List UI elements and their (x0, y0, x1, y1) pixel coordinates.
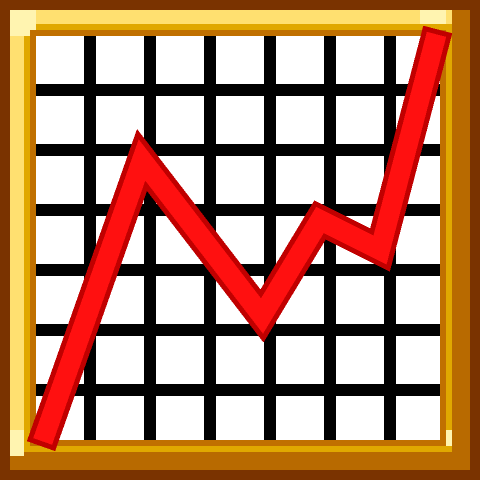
grid-line-vertical (84, 36, 96, 440)
frame-shadow-right (452, 10, 470, 470)
sparkle-top-right (420, 10, 446, 24)
grid-line-horizontal (36, 84, 440, 96)
frame-highlight-left (10, 10, 24, 470)
trend-line-stroke (33, 31, 447, 445)
trend-line (26, 25, 453, 452)
frame-shadow-bottom (10, 452, 470, 470)
grid-line-horizontal (36, 384, 440, 396)
grid-line-horizontal (36, 144, 440, 156)
frame-highlight-top (10, 10, 470, 24)
grid-line-vertical (144, 36, 156, 440)
sparkle-bottom-left (10, 430, 24, 456)
grid-line-horizontal (36, 324, 440, 336)
grid-line-vertical (264, 36, 276, 440)
